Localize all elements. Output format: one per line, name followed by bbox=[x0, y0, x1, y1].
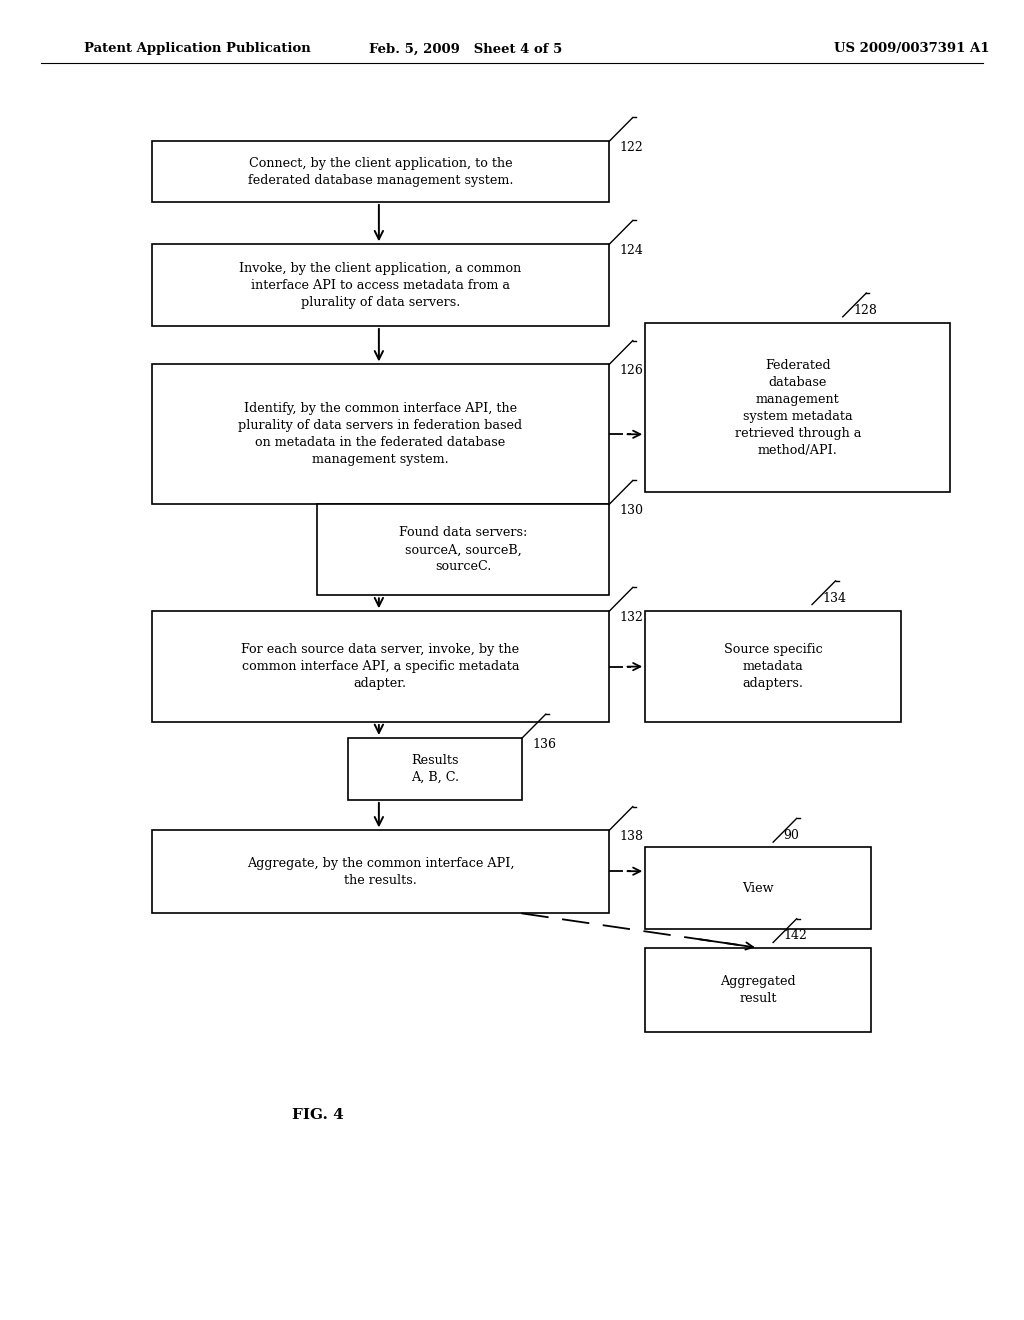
Text: Aggregate, by the common interface API,
the results.: Aggregate, by the common interface API, … bbox=[247, 857, 514, 887]
Text: 142: 142 bbox=[783, 929, 807, 942]
Text: US 2009/0037391 A1: US 2009/0037391 A1 bbox=[834, 42, 989, 55]
Text: For each source data server, invoke, by the
common interface API, a specific met: For each source data server, invoke, by … bbox=[242, 643, 519, 690]
Bar bbox=[645, 611, 901, 722]
Text: 130: 130 bbox=[620, 504, 643, 517]
Text: Connect, by the client application, to the
federated database management system.: Connect, by the client application, to t… bbox=[248, 157, 513, 186]
Text: Aggregated
result: Aggregated result bbox=[721, 975, 796, 1005]
Text: 128: 128 bbox=[853, 304, 877, 317]
Bar bbox=[152, 141, 609, 202]
Text: 124: 124 bbox=[620, 244, 643, 257]
Bar bbox=[317, 504, 609, 595]
Text: Identify, by the common interface API, the
plurality of data servers in federati: Identify, by the common interface API, t… bbox=[239, 403, 522, 466]
Text: 132: 132 bbox=[620, 611, 643, 624]
Bar bbox=[348, 738, 522, 800]
Text: 138: 138 bbox=[620, 830, 643, 843]
Bar bbox=[645, 948, 871, 1032]
Bar bbox=[645, 323, 950, 492]
Bar bbox=[152, 830, 609, 913]
Text: 126: 126 bbox=[620, 364, 643, 378]
Text: Feb. 5, 2009   Sheet 4 of 5: Feb. 5, 2009 Sheet 4 of 5 bbox=[370, 42, 562, 55]
Bar bbox=[152, 364, 609, 504]
Text: 136: 136 bbox=[532, 738, 556, 751]
Text: 90: 90 bbox=[783, 829, 800, 842]
Bar bbox=[645, 847, 871, 929]
Text: Found data servers:
sourceA, sourceB,
sourceC.: Found data servers: sourceA, sourceB, so… bbox=[399, 527, 527, 573]
Text: Results
A, B, C.: Results A, B, C. bbox=[412, 754, 459, 784]
Text: 134: 134 bbox=[822, 591, 846, 605]
Text: Invoke, by the client application, a common
interface API to access metadata fro: Invoke, by the client application, a com… bbox=[240, 261, 521, 309]
Bar bbox=[152, 244, 609, 326]
Text: Patent Application Publication: Patent Application Publication bbox=[84, 42, 310, 55]
Text: Source specific
metadata
adapters.: Source specific metadata adapters. bbox=[724, 643, 822, 690]
Text: View: View bbox=[742, 882, 774, 895]
Text: 122: 122 bbox=[620, 141, 643, 154]
Text: Federated
database
management
system metadata
retrieved through a
method/API.: Federated database management system met… bbox=[734, 359, 861, 457]
Bar bbox=[152, 611, 609, 722]
Text: FIG. 4: FIG. 4 bbox=[292, 1109, 343, 1122]
